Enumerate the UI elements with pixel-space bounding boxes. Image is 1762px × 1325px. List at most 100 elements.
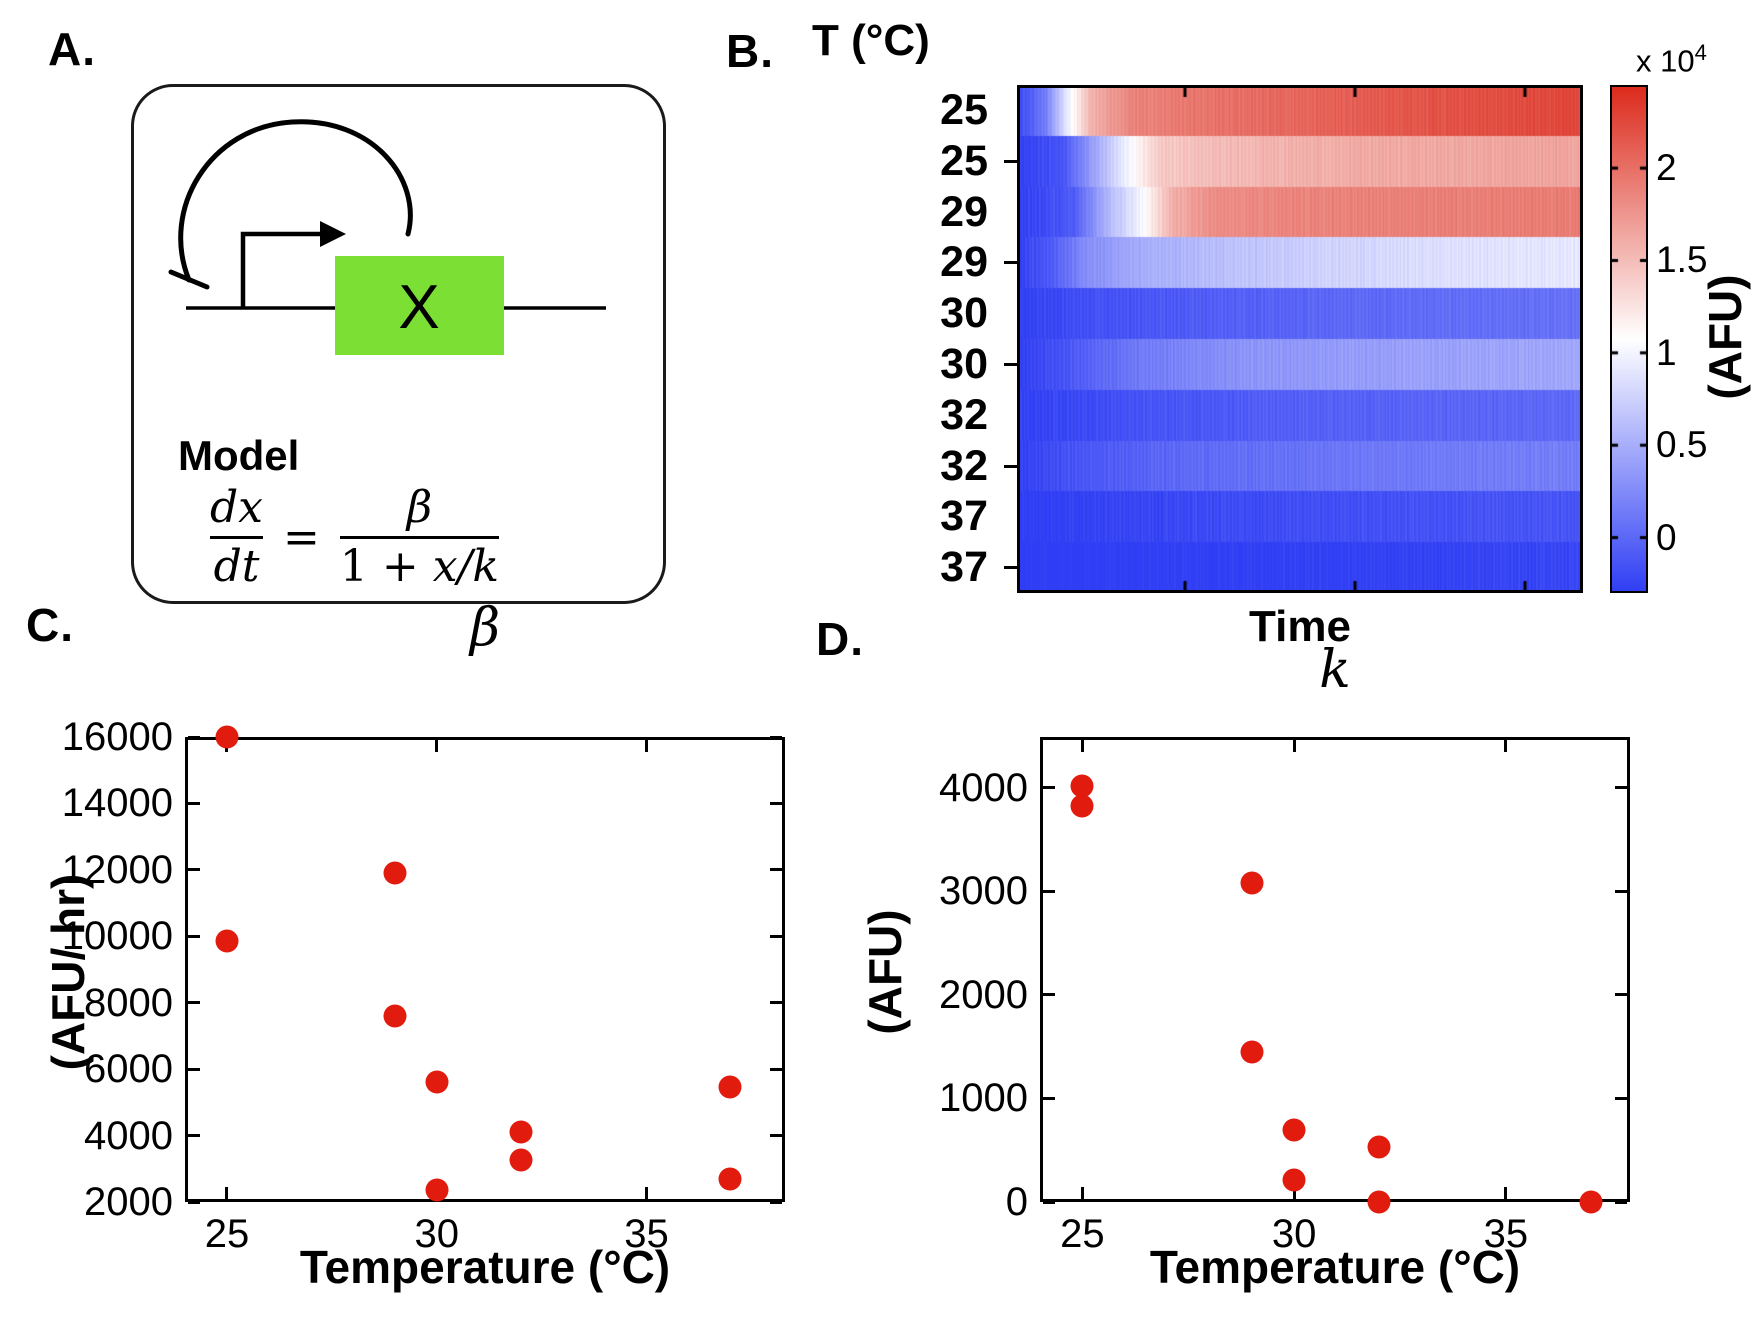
y-tick bbox=[188, 1001, 200, 1005]
heatmap-row-labels: 25 25 29 29 30 30 32 32 37 37 bbox=[880, 85, 1002, 593]
colorbar-tick-label: 1.5 bbox=[1656, 239, 1708, 281]
heatmap-row-label: 37 bbox=[940, 543, 988, 592]
x-tick-mirror bbox=[1504, 740, 1508, 752]
heatmap-row-label: 30 bbox=[940, 340, 988, 388]
data-point bbox=[718, 1075, 742, 1099]
x-tick-label: 35 bbox=[624, 1212, 669, 1256]
colorbar-exponent: x 104 bbox=[1636, 40, 1707, 79]
y-tick bbox=[1043, 786, 1055, 790]
x-tick-label: 35 bbox=[1483, 1212, 1529, 1256]
gene-circuit-diagram: X bbox=[168, 119, 606, 355]
data-point bbox=[1070, 774, 1094, 798]
heatmap-row-label: 29 bbox=[940, 238, 988, 287]
y-tick-mirror bbox=[770, 1001, 782, 1005]
data-point bbox=[1070, 794, 1094, 818]
panel-d-letter: D. bbox=[816, 613, 864, 665]
y-tick-label: 4000 bbox=[939, 765, 1028, 810]
heatmap-axis-title: T (°C) bbox=[812, 16, 930, 65]
data-point bbox=[1282, 1168, 1306, 1192]
equation-beta: β bbox=[406, 482, 433, 533]
heatmap-ytick bbox=[1004, 464, 1017, 468]
colorbar-tick-label: 0 bbox=[1656, 516, 1677, 558]
y-tick-mirror bbox=[770, 735, 782, 739]
data-point bbox=[1579, 1190, 1603, 1214]
data-point bbox=[1367, 1190, 1391, 1214]
data-point bbox=[215, 725, 239, 749]
data-point bbox=[718, 1167, 742, 1191]
x-tick-label: 30 bbox=[1271, 1212, 1317, 1256]
y-tick-label: 6000 bbox=[84, 1047, 173, 1092]
colorbar-tick-label: 1 bbox=[1656, 331, 1677, 373]
y-tick-mirror bbox=[770, 1200, 782, 1204]
x-tick-mirror bbox=[1080, 740, 1084, 752]
data-point bbox=[383, 1004, 407, 1028]
y-tick-label: 12000 bbox=[61, 847, 173, 892]
k-ylabel: (AFU) bbox=[859, 909, 911, 1035]
x-tick bbox=[225, 1187, 229, 1199]
y-tick-mirror bbox=[770, 934, 782, 938]
data-point bbox=[1240, 1040, 1264, 1064]
colorbar-tick-label: 0.5 bbox=[1656, 424, 1708, 466]
beta-ylabel: (AFU/ hr) bbox=[42, 873, 94, 1071]
x-tick-label: 25 bbox=[1060, 1212, 1105, 1256]
y-tick-mirror bbox=[1615, 889, 1627, 893]
x-tick-label: 30 bbox=[414, 1212, 459, 1256]
colorbar bbox=[1610, 85, 1648, 593]
colorbar-tick-label: 2 bbox=[1656, 147, 1677, 189]
y-tick-mirror bbox=[770, 801, 782, 805]
y-tick bbox=[1043, 1096, 1055, 1100]
k-plot-title: k bbox=[1319, 640, 1351, 700]
y-tick-label: 10000 bbox=[61, 914, 173, 959]
beta-scatter-plot: 25 30 35 16000 14000 12000 10000 8000 6000 4000 20… bbox=[62, 715, 785, 1256]
data-point bbox=[1240, 871, 1264, 895]
data-point bbox=[1367, 1135, 1391, 1159]
heatmap-ytick bbox=[1004, 261, 1017, 265]
repression-arc bbox=[178, 119, 413, 283]
x-tick bbox=[1292, 1187, 1296, 1199]
y-tick-label: 1000 bbox=[939, 1076, 1028, 1121]
data-point bbox=[425, 1070, 449, 1094]
heatmap-row-label: 30 bbox=[940, 289, 988, 338]
k-scatter-plot: 25 30 35 4000 3000 2000 1000 0 bbox=[939, 737, 1630, 1256]
colorbar-exponent-power: 4 bbox=[1694, 40, 1707, 65]
y-tick bbox=[188, 1200, 200, 1204]
y-tick-label: 8000 bbox=[84, 980, 173, 1025]
equation-rhs: β 1 + x/k bbox=[339, 482, 500, 593]
colorbar-unit-label: (AFU) bbox=[1699, 274, 1751, 400]
x-tick bbox=[1504, 1187, 1508, 1199]
y-tick-mirror bbox=[1615, 993, 1627, 997]
y-tick bbox=[188, 1067, 200, 1071]
equation-dt: dt bbox=[213, 541, 260, 593]
panel-a-model-box: X Model dx dt = β 1 + x/k bbox=[131, 84, 666, 604]
beta-plot-border bbox=[185, 737, 785, 1202]
repression-tbar-icon bbox=[168, 269, 210, 290]
y-tick-label: 14000 bbox=[61, 781, 173, 826]
equation-equals: = bbox=[282, 511, 320, 563]
fraction-bar bbox=[339, 536, 500, 540]
model-equation: dx dt = β 1 + x/k bbox=[210, 482, 500, 593]
colorbar-canvas bbox=[1610, 85, 1648, 593]
y-tick-label: 0 bbox=[1005, 1180, 1028, 1224]
equation-denominator: 1 + x/k bbox=[339, 541, 500, 593]
y-tick-mirror bbox=[1615, 1200, 1627, 1204]
heatmap-row-label: 32 bbox=[940, 441, 988, 490]
gene-box bbox=[335, 256, 504, 355]
panel-b-letter: B. bbox=[726, 25, 774, 77]
model-label: Model bbox=[178, 432, 300, 479]
y-tick-mirror bbox=[1615, 1096, 1627, 1100]
k-xlabel: Temperature (°C) bbox=[1149, 1241, 1521, 1293]
panel-c-letter: C. bbox=[26, 599, 74, 651]
y-tick-label: 2000 bbox=[939, 972, 1028, 1017]
data-point bbox=[509, 1148, 533, 1172]
data-point bbox=[1282, 1118, 1306, 1141]
y-tick bbox=[1043, 889, 1055, 893]
data-point bbox=[509, 1120, 533, 1144]
x-tick-mirror bbox=[435, 740, 439, 752]
y-tick-label: 2000 bbox=[84, 1180, 173, 1224]
k-plot-border bbox=[1040, 737, 1630, 1202]
y-tick-mirror bbox=[770, 1067, 782, 1071]
heatmap-row-label: 29 bbox=[940, 187, 988, 236]
beta-xlabel: Temperature (°C) bbox=[299, 1241, 671, 1293]
y-tick-mirror bbox=[770, 1134, 782, 1138]
